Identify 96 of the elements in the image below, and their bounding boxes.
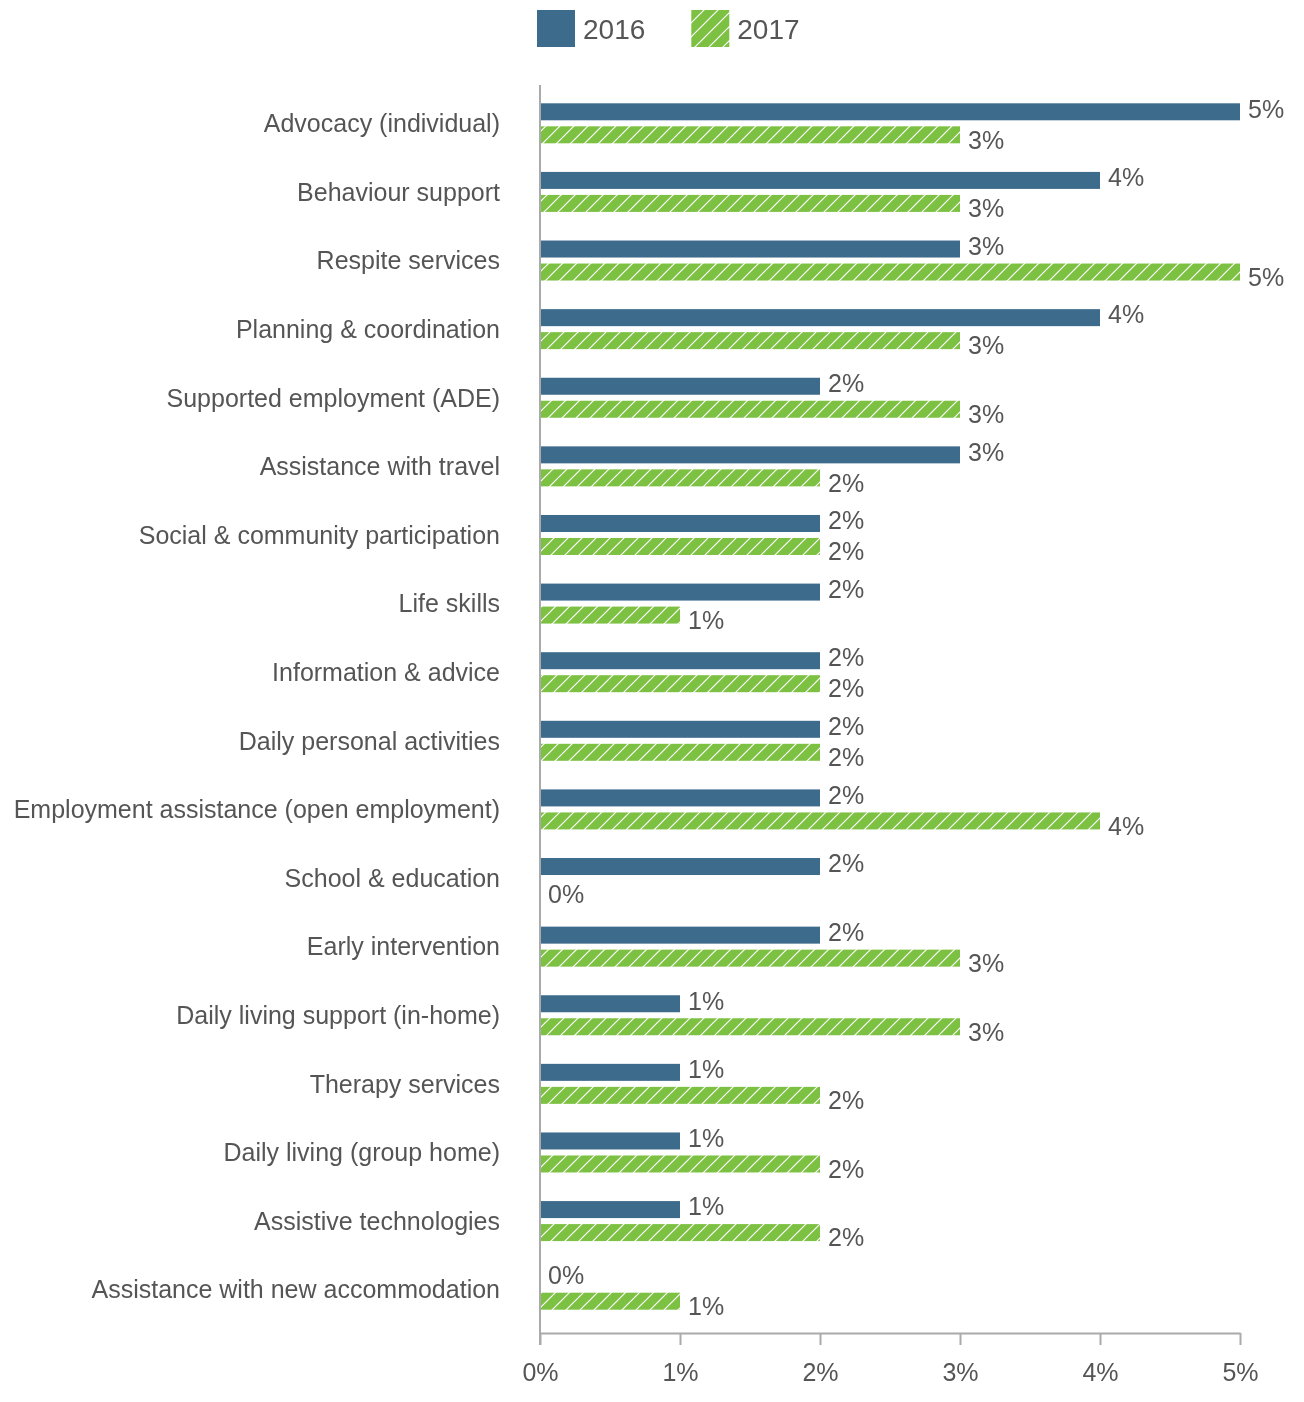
data-label: 4% — [1108, 300, 1145, 329]
data-label: 2% — [828, 369, 865, 397]
bar — [540, 377, 820, 395]
bar — [540, 926, 820, 944]
bar — [540, 332, 960, 350]
data-label: 2% — [828, 1154, 865, 1183]
bar — [540, 675, 820, 693]
data-label: 3% — [968, 125, 1005, 154]
x-tick-label: 5% — [1222, 1357, 1259, 1386]
y-tick-label: Daily personal activities — [238, 726, 500, 755]
data-label: 1% — [688, 1055, 725, 1084]
y-tick-label: Employment assistance (open employment) — [13, 795, 500, 824]
bar — [540, 720, 820, 738]
x-tick-label: 1% — [662, 1357, 699, 1386]
bar — [540, 1086, 820, 1104]
data-label: 2% — [828, 574, 865, 603]
bar — [540, 583, 820, 601]
y-tick-label: Information & advice — [272, 657, 500, 686]
bar — [540, 446, 960, 464]
bar — [540, 995, 680, 1013]
data-label: 2% — [828, 537, 865, 566]
y-tick-label: Daily living (group home) — [223, 1138, 500, 1167]
bar — [540, 171, 1100, 189]
data-label: 1% — [688, 1291, 725, 1320]
data-label: 3% — [968, 437, 1005, 466]
bar — [540, 514, 820, 532]
y-tick-label: Daily living support (in-home) — [176, 1001, 500, 1029]
bar — [540, 263, 1240, 281]
data-label: 2% — [828, 917, 865, 946]
data-label: 3% — [968, 231, 1005, 260]
data-label: 2% — [828, 743, 865, 772]
y-tick-label: Respite services — [316, 246, 500, 275]
y-tick-label: Early intervention — [306, 932, 500, 961]
bar — [540, 537, 820, 555]
y-tick-label: Behaviour support — [297, 177, 501, 206]
data-label: 1% — [688, 1192, 725, 1221]
bar — [540, 858, 820, 876]
bar — [540, 1155, 820, 1173]
bar — [540, 309, 1100, 327]
data-label: 0% — [548, 1260, 585, 1289]
data-label: 0% — [548, 880, 585, 909]
bar — [540, 812, 1100, 830]
bar — [540, 103, 1240, 121]
bar — [540, 1201, 680, 1219]
data-label: 3% — [968, 331, 1005, 360]
bar — [540, 1018, 960, 1036]
x-tick-label: 2% — [802, 1357, 839, 1386]
bar — [540, 606, 680, 624]
y-tick-label: Assistance with travel — [259, 452, 500, 481]
legend-label: 2016 — [583, 13, 646, 45]
y-tick-label: Assistance with new accommodation — [91, 1275, 500, 1304]
bar — [540, 126, 960, 144]
data-label: 2% — [828, 712, 865, 741]
y-tick-label: Supported employment (ADE) — [166, 383, 500, 412]
data-label: 1% — [688, 1123, 725, 1152]
data-label: 5% — [1248, 262, 1285, 291]
data-label: 4% — [1108, 163, 1145, 192]
data-label: 4% — [1108, 811, 1145, 840]
y-tick-label: Planning & coordination — [235, 314, 500, 343]
bar — [540, 400, 960, 418]
bar — [540, 1224, 820, 1242]
bar — [540, 194, 960, 212]
y-tick-label: Life skills — [398, 589, 500, 618]
bar — [540, 1132, 680, 1150]
bar — [540, 743, 820, 761]
data-label: 2% — [828, 643, 865, 672]
y-tick-label: Assistive technologies — [254, 1206, 500, 1235]
data-label: 2% — [828, 1223, 865, 1252]
bar — [540, 1292, 680, 1310]
x-tick-label: 3% — [942, 1357, 979, 1386]
bar — [540, 789, 820, 807]
y-tick-label: School & education — [284, 863, 500, 892]
data-label: 2% — [828, 780, 865, 809]
data-label: 3% — [968, 948, 1005, 977]
data-label: 1% — [688, 605, 725, 634]
data-label: 1% — [688, 986, 725, 1015]
data-label: 2% — [828, 506, 865, 535]
data-label: 2% — [828, 674, 865, 703]
x-tick-label: 0% — [522, 1357, 559, 1386]
bar — [540, 949, 960, 967]
data-label: 5% — [1248, 94, 1285, 123]
bar — [540, 652, 820, 670]
y-tick-label: Therapy services — [309, 1069, 500, 1098]
data-label: 2% — [828, 1086, 865, 1115]
data-label: 2% — [828, 849, 865, 878]
bar — [540, 1063, 680, 1081]
data-label: 3% — [968, 400, 1005, 428]
bar — [540, 240, 960, 258]
bar — [540, 469, 820, 487]
data-label: 3% — [968, 1017, 1005, 1046]
data-label: 3% — [968, 194, 1005, 223]
legend-label: 2017 — [737, 13, 800, 45]
y-tick-label: Social & community participation — [138, 520, 500, 549]
data-label: 2% — [828, 468, 865, 497]
x-tick-label: 4% — [1082, 1357, 1119, 1386]
y-tick-label: Advocacy (individual) — [263, 109, 500, 138]
